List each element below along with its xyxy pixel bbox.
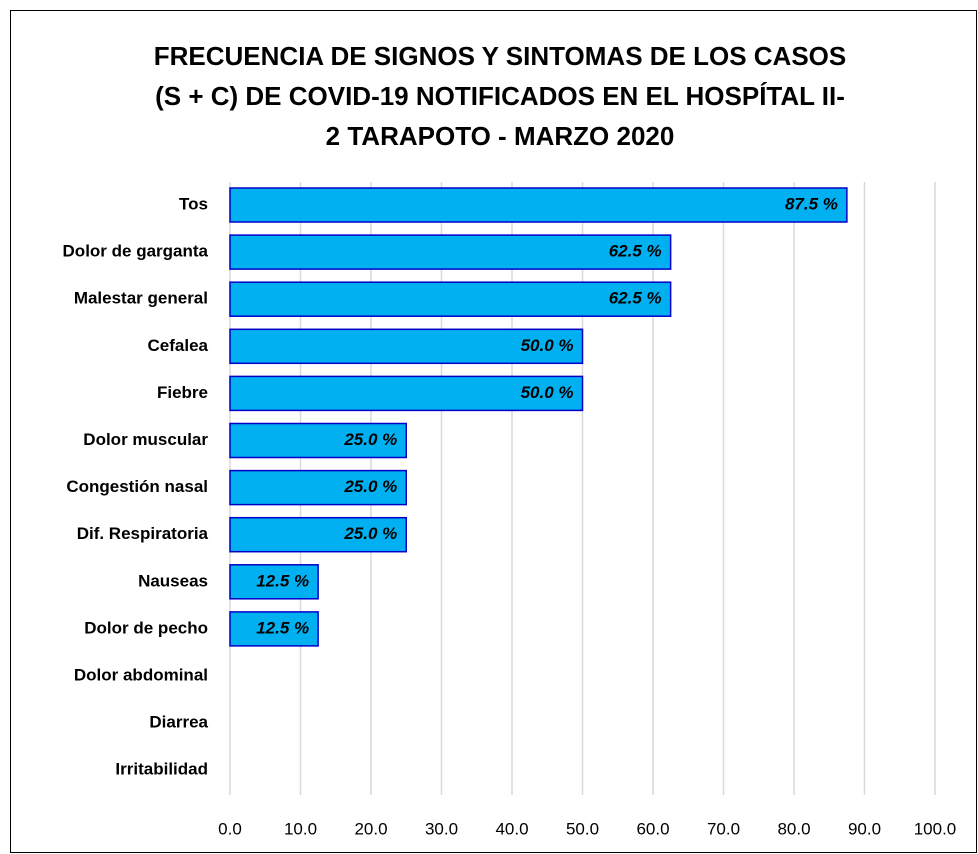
bar: [229, 564, 319, 600]
x-tick-label: 20.0: [354, 819, 387, 838]
data-label: 12.5 %: [256, 618, 309, 637]
bar: [229, 328, 584, 365]
data-label: 87.5 %: [785, 194, 838, 213]
x-tick-label: 10.0: [284, 819, 317, 838]
y-tick-label: Nauseas: [138, 571, 208, 590]
data-label: 50.0 %: [521, 383, 574, 402]
x-tick-label: 50.0: [566, 819, 599, 838]
y-tick-label: Cefalea: [148, 336, 209, 355]
y-tick-label: Dolor de pecho: [84, 618, 208, 637]
x-tick-label: 100.0: [914, 819, 957, 838]
x-tick-label: 80.0: [777, 819, 810, 838]
y-tick-label: Tos: [179, 194, 208, 213]
y-tick-label: Malestar general: [74, 289, 208, 308]
y-tick-label: Dolor muscular: [83, 430, 208, 449]
data-label: 62.5 %: [609, 289, 662, 308]
data-label: 50.0 %: [521, 336, 574, 355]
bar: [229, 234, 672, 270]
y-tick-label: Dolor de garganta: [63, 242, 209, 261]
x-tick-label: 60.0: [636, 819, 669, 838]
y-tick-label: Dolor abdominal: [74, 665, 208, 684]
y-tick-label: Dif. Respiratoria: [77, 524, 209, 543]
bar: [229, 187, 848, 223]
bar: [229, 469, 407, 506]
x-tick-label: 70.0: [707, 819, 740, 838]
y-tick-label: Irritabilidad: [115, 760, 208, 779]
chart-border: [10, 10, 977, 853]
x-tick-label: 40.0: [495, 819, 528, 838]
y-tick-label: Congestión nasal: [66, 477, 208, 496]
y-tick-label: Diarrea: [149, 713, 208, 732]
x-tick-label: 30.0: [425, 819, 458, 838]
bar: [229, 375, 584, 412]
data-label: 62.5 %: [609, 242, 662, 261]
data-label: 12.5 %: [256, 571, 309, 590]
data-label: 25.0 %: [343, 524, 397, 543]
bar: [229, 422, 407, 459]
data-label: 25.0 %: [343, 430, 397, 449]
y-tick-label: Fiebre: [157, 383, 208, 402]
x-tick-label: 90.0: [848, 819, 881, 838]
bar: [229, 516, 407, 553]
bar: [229, 611, 319, 647]
bar: [229, 281, 672, 317]
data-label: 25.0 %: [343, 477, 397, 496]
chart-title: FRECUENCIA DE SIGNOS Y SINTOMAS DE LOS C…: [153, 41, 847, 151]
x-tick-label: 0.0: [218, 819, 242, 838]
